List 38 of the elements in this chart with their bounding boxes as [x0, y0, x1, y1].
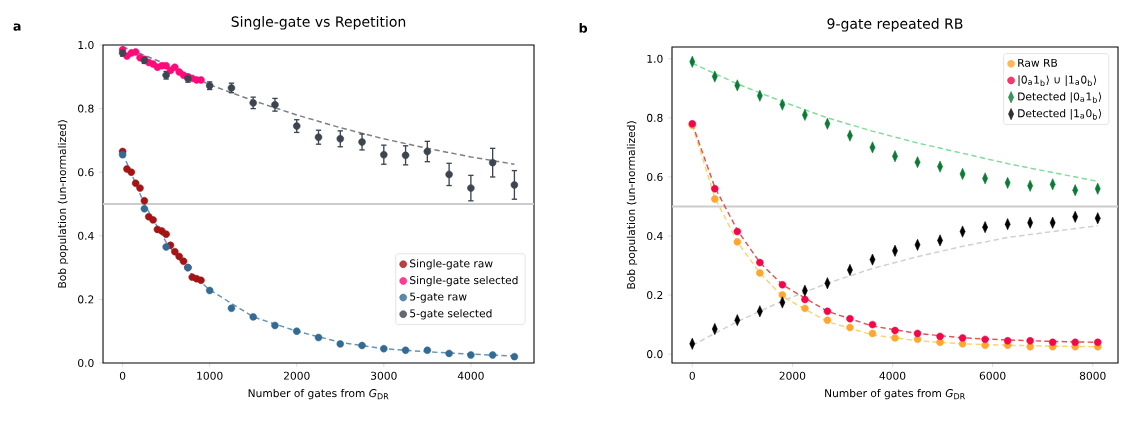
x-tick-label: 0: [119, 371, 126, 380]
x-tick-label: 0: [689, 371, 695, 380]
chart-title: Single-gate vs Repetition: [231, 16, 406, 30]
x-tick-label: 4000: [457, 371, 484, 380]
x-axis-title: Number of gates from G$_{DR}$: [825, 388, 965, 400]
y-tick-label: 0.4: [647, 231, 663, 241]
y-tick-label: 0.6: [647, 172, 663, 181]
legend-label: Detected |0$_{a}$1$_{b}$⟩: [1018, 92, 1102, 103]
y-tick-label: 0.2: [78, 295, 94, 304]
x-axis-title: Number of gates from G$_{DR}$: [248, 388, 389, 400]
y-tick-label: 1.0: [647, 54, 663, 63]
text: |0$_{a}$1$_{b}$⟩ ∪ |1$_{a}$0$_{b}$⟩: [1018, 75, 1097, 87]
x-tick-label: 4000: [879, 371, 906, 380]
y-tick-label: 0.6: [78, 168, 94, 177]
text: a: [13, 23, 21, 31]
legend-label: Detected |1$_{a}$0$_{b}$⟩: [1018, 108, 1102, 120]
legend-label: 5-gate raw: [410, 292, 467, 303]
text: b: [579, 23, 588, 33]
x-tick-label: 3000: [371, 371, 397, 380]
x-tick-label: 1000: [197, 371, 223, 380]
legend-label: Single-gate selected: [410, 275, 518, 287]
x-tick-label: 2000: [283, 371, 310, 380]
y-axis-title: Bob population (un-normalized): [57, 120, 69, 288]
x-tick-label: 8000: [1079, 371, 1106, 380]
y-axis-title: Bob population (un-normalized): [626, 121, 638, 289]
legend-label: Raw RB: [1018, 58, 1058, 67]
legend-label: Single-gate raw: [410, 259, 493, 270]
y-tick-label: 0.4: [78, 231, 94, 240]
y-tick-label: 1.0: [78, 40, 94, 50]
x-tick-label: 6000: [979, 371, 1006, 380]
legend-label: 5-gate selected: [410, 309, 492, 320]
y-tick-label: 0.2: [647, 291, 663, 300]
y-tick-label: 0.0: [647, 350, 663, 359]
y-tick-label: 0.8: [78, 104, 94, 113]
x-tick-label: 2000: [779, 371, 806, 380]
chart-title: 9-gate repeated RB: [827, 18, 963, 32]
y-tick-label: 0.8: [647, 113, 663, 122]
y-tick-label: 0.0: [78, 358, 94, 368]
